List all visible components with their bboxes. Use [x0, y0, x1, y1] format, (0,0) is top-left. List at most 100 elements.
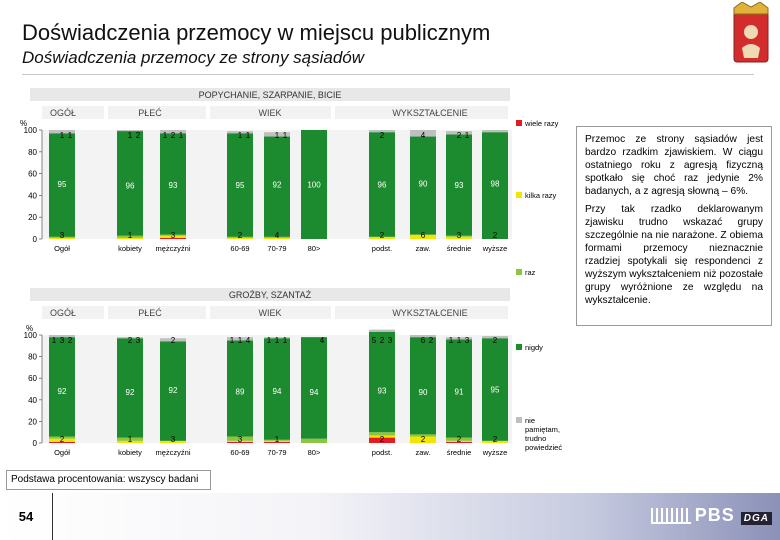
data-label-top: 1: [246, 131, 251, 140]
x-tick-label: podst.: [372, 448, 392, 457]
x-tick-label: Ogół: [54, 448, 70, 457]
data-label-top: 2: [380, 336, 385, 345]
legend-label: kilka razy: [525, 191, 557, 200]
x-tick-label: średnie: [447, 244, 472, 253]
chart-title-strip: [30, 288, 510, 301]
group-header-3: WIEK: [258, 308, 281, 318]
logo-dga: DGA: [740, 512, 772, 525]
data-label-top: 1: [275, 336, 280, 345]
data-label-top: 1: [275, 131, 280, 140]
chart-title-strip: [30, 88, 510, 101]
commentary-paragraph-2: Przy tak rzadko deklarowanym zjawisku tr…: [585, 204, 763, 306]
bar-segment: [160, 237, 186, 239]
x-tick-label: 60-69: [230, 244, 249, 253]
bar-segment: [117, 337, 143, 339]
data-label-nie-wiem: 1: [128, 231, 133, 240]
data-label-top: 1: [60, 131, 65, 140]
y-tick-label: 20: [28, 213, 37, 222]
bar-segment: [482, 336, 508, 339]
bar-segment: [369, 236, 395, 239]
data-label-nigdy: 93: [455, 181, 464, 190]
bar-segment: [227, 131, 253, 134]
title-divider: [22, 74, 754, 75]
bar-segment: [369, 437, 395, 443]
x-tick-label: kobiety: [118, 448, 142, 457]
bar-segment: [49, 335, 75, 338]
bar-segment: [264, 338, 290, 440]
data-label-nigdy: 95: [491, 386, 500, 395]
data-label-top: 2: [136, 131, 141, 140]
data-label-top: 6: [421, 336, 426, 345]
page-subtitle: Doświadczenia przemocy ze strony sąsiadó…: [22, 48, 365, 67]
data-label-top: 2: [128, 336, 133, 345]
group-header-2: PŁEĆ: [138, 108, 162, 118]
data-label-nigdy: 95: [58, 180, 67, 189]
group-header-4: WYKSZTAŁCENIE: [392, 308, 467, 318]
legend-label: raz: [525, 268, 536, 277]
bar-segment: [264, 132, 290, 137]
bar-segment: [227, 440, 253, 442]
data-label-nie-wiem: 1: [128, 435, 133, 444]
data-label-top: 1: [283, 131, 288, 140]
data-label-nie-wiem: 1: [275, 435, 280, 444]
bar-segment: [264, 236, 290, 238]
data-label-nigdy: 90: [419, 388, 428, 397]
data-label-nigdy: 95: [236, 181, 245, 190]
chart-grozby: GROŹBY, SZANTAŻ OGÓŁ PŁEĆ WIEK WYKSZTAŁCENIE…: [24, 288, 512, 457]
bar-segment: [49, 236, 75, 238]
data-label-nigdy: 92: [58, 387, 67, 396]
bar-segment: [410, 234, 436, 239]
data-label-nigdy: 96: [378, 181, 387, 190]
data-label-top: 3: [60, 336, 65, 345]
group-header-bg: [108, 106, 206, 119]
data-label-top: 1: [457, 336, 462, 345]
legend-swatch: [516, 192, 522, 198]
chart-title: GROŹBY, SZANTAŻ: [229, 290, 312, 300]
bar-segment: [49, 130, 75, 134]
y-axis-label: %: [20, 119, 27, 128]
commentary-paragraph-1: Przemoc ze strony sąsiadów jest bardzo r…: [585, 134, 763, 197]
bar-segment: [369, 432, 395, 436]
bar-segment: [482, 130, 508, 133]
x-tick-label: mężczyźni: [155, 448, 190, 457]
group-header-1: OGÓŁ: [50, 308, 76, 318]
bar-segment: [117, 440, 143, 443]
data-label-nie-wiem: 2: [380, 231, 385, 240]
percentage-basis-note: Podstawa procentowania: wszyscy badani: [6, 470, 211, 490]
group-header-2: PŁEĆ: [138, 308, 162, 318]
data-label-nie-wiem: 2: [421, 435, 426, 444]
legend-label-line: trudno: [525, 434, 546, 443]
bar-segment: [49, 237, 75, 239]
pbs-logo: PBS DGA: [650, 505, 772, 526]
data-label-nie-wiem: 3: [457, 231, 462, 240]
bar-segment: [410, 335, 436, 338]
data-label-top: 4: [320, 336, 325, 345]
logo-bars-icon: [650, 508, 691, 525]
legend-swatch: [516, 120, 522, 126]
data-label-top: 2: [457, 131, 462, 140]
legend-swatch: [516, 269, 522, 275]
bar-segment: [227, 436, 253, 441]
bar-segment: [264, 136, 290, 237]
y-tick-label: 0: [33, 235, 38, 244]
data-label-top: 1: [179, 131, 184, 140]
group-header-4: WYKSZTAŁCENIE: [392, 108, 467, 118]
bar-segment: [446, 131, 472, 135]
chart-legend: wiele razy kilka razy raz nigdy niepamiętam,…: [516, 119, 562, 452]
city-crest-logo: [733, 2, 769, 63]
bar-segment: [446, 236, 472, 239]
data-label-nigdy: 100: [307, 181, 321, 190]
bar-segment: [227, 441, 253, 443]
group-header-bg: [335, 306, 508, 319]
x-tick-label: Ogół: [54, 244, 70, 253]
bar-segment: [49, 436, 75, 439]
bar-segment: [117, 437, 143, 441]
y-tick-label: 40: [28, 396, 37, 405]
bar-segment: [49, 441, 75, 443]
data-label-top: 1: [238, 131, 243, 140]
bar-segment: [49, 337, 75, 437]
data-label-top: 3: [388, 336, 393, 345]
data-label-top: 1: [449, 336, 454, 345]
bar-segment: [264, 337, 290, 339]
bar-segment: [227, 236, 253, 238]
